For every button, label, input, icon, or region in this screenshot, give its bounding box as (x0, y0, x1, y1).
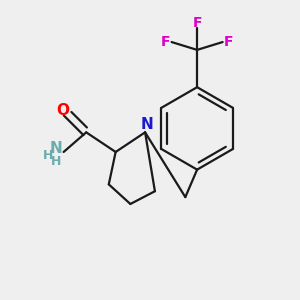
Text: H: H (51, 155, 61, 168)
Text: F: F (224, 35, 233, 49)
Text: H: H (43, 149, 53, 162)
Text: F: F (161, 35, 170, 49)
Text: N: N (141, 117, 153, 132)
Text: N: N (50, 140, 62, 155)
Text: F: F (192, 16, 202, 30)
Text: O: O (56, 103, 69, 118)
